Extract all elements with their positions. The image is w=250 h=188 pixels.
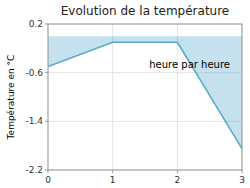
grid <box>48 24 242 170</box>
x-tick <box>177 170 178 173</box>
y-tick <box>45 72 48 73</box>
x-tick-label: 1 <box>110 175 116 185</box>
x-tick <box>242 170 243 173</box>
x-tick <box>48 170 49 173</box>
y-tick-label: 0.2 <box>29 19 43 29</box>
x-tick <box>112 170 113 173</box>
area <box>48 36 242 149</box>
x-tick-label: 0 <box>45 175 51 185</box>
y-tick-label: -2.2 <box>25 165 43 175</box>
y-tick-label: -0.6 <box>25 68 43 78</box>
y-tick-label: -1.4 <box>25 116 43 126</box>
chart: 0.2 -0.6 -1.4 -2.20 1 2 3 Température en °C Evol… <box>0 0 250 188</box>
x-grid-line <box>112 24 113 170</box>
data-group <box>48 36 242 149</box>
plot-frame <box>48 24 242 170</box>
y-tick <box>45 121 48 122</box>
y-tick <box>45 24 48 25</box>
plot-background <box>48 24 242 170</box>
x-tick-label: 3 <box>239 175 245 185</box>
axes: 0.2 -0.6 -1.4 -2.20 1 2 3 <box>25 19 244 185</box>
y-axis-label: Température en °C <box>6 55 16 141</box>
y-grid-line <box>48 121 242 122</box>
line <box>48 42 242 148</box>
title: Evolution de la température <box>61 4 230 18</box>
chart-container: 0.2 -0.6 -1.4 -2.20 1 2 3 Température en °C Evol… <box>0 0 250 188</box>
x-grid-line <box>177 24 178 170</box>
x-tick-label: 2 <box>174 175 180 185</box>
annotation: heure par heure <box>149 59 230 70</box>
